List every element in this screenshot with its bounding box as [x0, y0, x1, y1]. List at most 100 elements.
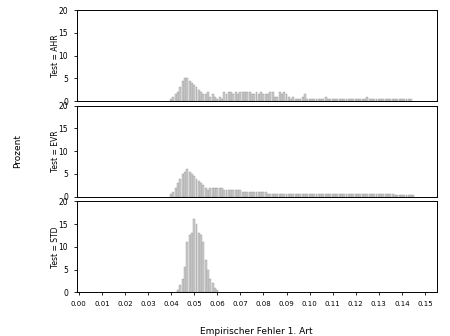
- Bar: [338, 195, 341, 197]
- Bar: [216, 290, 218, 292]
- Bar: [223, 92, 225, 101]
- Bar: [346, 99, 347, 101]
- Bar: [239, 190, 241, 197]
- Bar: [246, 192, 248, 197]
- Bar: [329, 99, 331, 101]
- Bar: [348, 99, 350, 101]
- Bar: [380, 195, 382, 197]
- Y-axis label: Test = AHR: Test = AHR: [51, 34, 60, 77]
- Bar: [327, 99, 329, 101]
- Bar: [299, 99, 302, 101]
- Bar: [292, 96, 294, 101]
- Bar: [191, 83, 193, 101]
- Bar: [338, 99, 341, 101]
- Bar: [265, 94, 267, 101]
- Bar: [253, 94, 255, 101]
- Bar: [401, 99, 403, 101]
- Bar: [341, 195, 343, 197]
- Text: Empirischer Fehler 1. Art: Empirischer Fehler 1. Art: [200, 327, 313, 336]
- Bar: [350, 99, 352, 101]
- Bar: [281, 195, 283, 197]
- Bar: [369, 99, 370, 101]
- Bar: [405, 195, 408, 197]
- Bar: [207, 190, 209, 197]
- Bar: [267, 94, 269, 101]
- Bar: [170, 195, 172, 197]
- Bar: [366, 96, 368, 101]
- Bar: [405, 99, 408, 101]
- Bar: [288, 195, 290, 197]
- Bar: [177, 92, 179, 101]
- Bar: [186, 242, 188, 292]
- Bar: [175, 187, 177, 197]
- Bar: [182, 174, 184, 197]
- Y-axis label: Test = STD: Test = STD: [51, 226, 60, 267]
- Bar: [387, 99, 389, 101]
- Bar: [225, 190, 228, 197]
- Bar: [170, 99, 172, 101]
- Y-axis label: Test = EVR: Test = EVR: [51, 130, 60, 172]
- Bar: [371, 99, 373, 101]
- Bar: [272, 92, 274, 101]
- Bar: [244, 92, 246, 101]
- Bar: [186, 169, 188, 197]
- Bar: [242, 192, 243, 197]
- Bar: [246, 92, 248, 101]
- Bar: [193, 176, 195, 197]
- Bar: [369, 195, 370, 197]
- Bar: [320, 99, 322, 101]
- Bar: [332, 99, 333, 101]
- Bar: [235, 92, 237, 101]
- Bar: [216, 99, 218, 101]
- Bar: [410, 195, 412, 197]
- Bar: [290, 99, 292, 101]
- Bar: [251, 192, 253, 197]
- Bar: [180, 87, 181, 101]
- Bar: [385, 195, 387, 197]
- Bar: [267, 195, 269, 197]
- Bar: [272, 195, 274, 197]
- Bar: [380, 99, 382, 101]
- Bar: [394, 99, 396, 101]
- Bar: [262, 94, 265, 101]
- Bar: [355, 99, 357, 101]
- Bar: [207, 92, 209, 101]
- Bar: [350, 195, 352, 197]
- Bar: [352, 195, 355, 197]
- Bar: [302, 195, 304, 197]
- Text: Prozent: Prozent: [14, 134, 22, 168]
- Bar: [182, 81, 184, 101]
- Bar: [205, 94, 207, 101]
- Bar: [329, 195, 331, 197]
- Bar: [244, 192, 246, 197]
- Bar: [200, 92, 202, 101]
- Bar: [396, 99, 398, 101]
- Bar: [410, 99, 412, 101]
- Bar: [346, 195, 347, 197]
- Bar: [292, 195, 294, 197]
- Bar: [258, 94, 260, 101]
- Bar: [265, 192, 267, 197]
- Bar: [193, 85, 195, 101]
- Bar: [348, 195, 350, 197]
- Bar: [260, 192, 262, 197]
- Bar: [184, 267, 186, 292]
- Bar: [285, 195, 288, 197]
- Bar: [177, 183, 179, 197]
- Bar: [325, 195, 327, 197]
- Bar: [343, 99, 345, 101]
- Bar: [375, 99, 378, 101]
- Bar: [202, 94, 204, 101]
- Bar: [202, 242, 204, 292]
- Bar: [357, 195, 359, 197]
- Bar: [189, 236, 190, 292]
- Bar: [248, 192, 251, 197]
- Bar: [209, 187, 211, 197]
- Bar: [221, 187, 223, 197]
- Bar: [306, 99, 308, 101]
- Bar: [177, 290, 179, 292]
- Bar: [205, 260, 207, 292]
- Bar: [276, 195, 278, 197]
- Bar: [288, 96, 290, 101]
- Bar: [248, 92, 251, 101]
